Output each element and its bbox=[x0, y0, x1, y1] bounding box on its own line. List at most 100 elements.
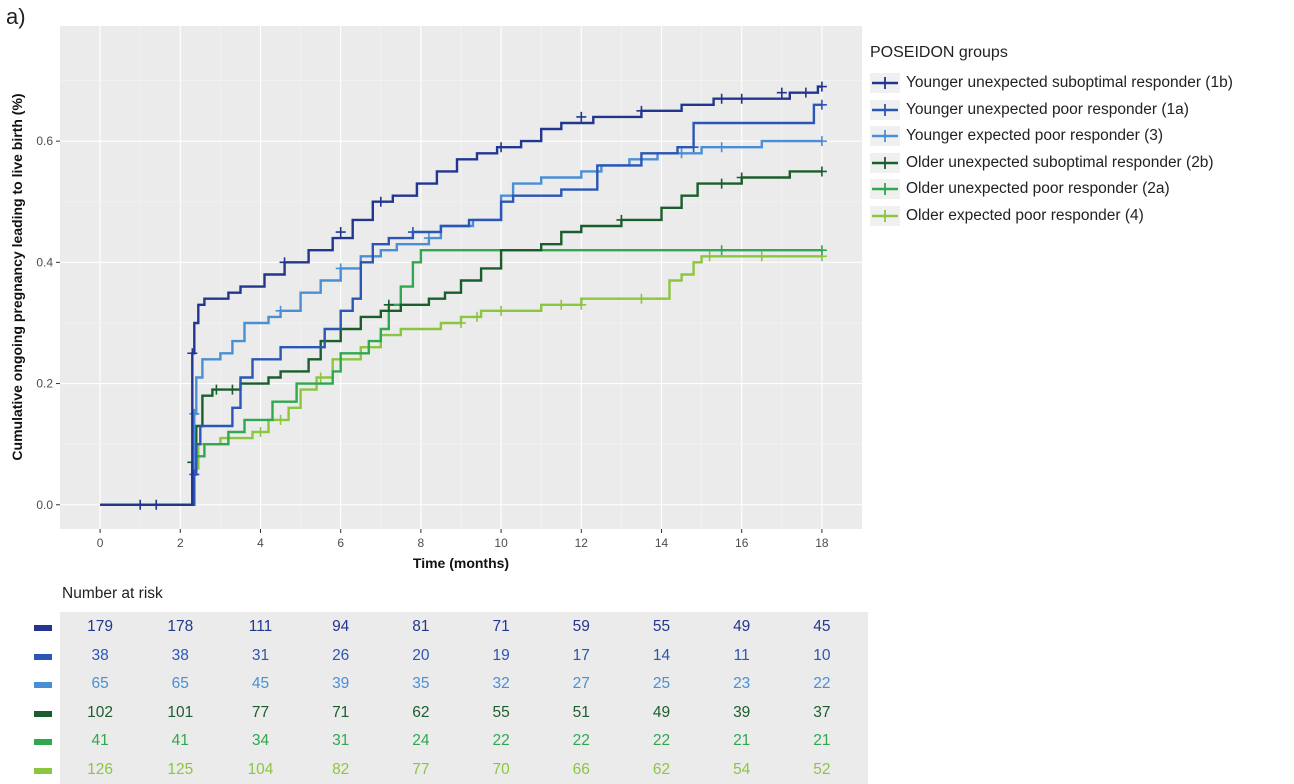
censor-mark bbox=[472, 311, 483, 322]
censor-mark bbox=[211, 384, 222, 395]
risk-row: 65 65 45 39 35 32 27 25 23 22 bbox=[34, 673, 868, 697]
x-tick-label: 14 bbox=[655, 536, 669, 550]
risk-cell: 35 bbox=[412, 675, 430, 692]
legend-key bbox=[870, 179, 900, 200]
censor-mark bbox=[275, 414, 286, 425]
censor-mark bbox=[496, 142, 507, 153]
y-axis-title: Cumulative ongoing pregnancy leading to … bbox=[9, 93, 25, 460]
x-tick-label: 0 bbox=[97, 536, 104, 550]
risk-cell: 32 bbox=[492, 675, 510, 692]
censor-mark bbox=[456, 317, 466, 328]
censor-mark bbox=[716, 178, 727, 189]
risk-cell: 62 bbox=[652, 760, 671, 778]
risk-cell: 125 bbox=[167, 760, 194, 778]
censor-mark bbox=[816, 245, 827, 256]
axes: 0 2 4 6 8 10 12 14 16 18 0.0 0.2 0.4 0.6 bbox=[36, 134, 829, 550]
censor-mark bbox=[636, 293, 647, 304]
x-tick-label: 12 bbox=[575, 536, 589, 550]
risk-table: 179 178 111 94 81 71 59 55 49 45 38 38 31 26 20 19 17 14 1… bbox=[34, 612, 868, 784]
risk-cell: 102 bbox=[87, 703, 114, 721]
risk-cell: 27 bbox=[572, 675, 590, 692]
x-tick-label: 16 bbox=[735, 536, 749, 550]
censor-mark bbox=[496, 305, 507, 316]
legend-item: Older unexpected suboptimal responder (2… bbox=[870, 150, 1233, 177]
risk-cell: 24 bbox=[412, 732, 430, 749]
risk-cell: 55 bbox=[492, 703, 510, 721]
panel-label: a) bbox=[6, 4, 26, 29]
legend-label: Younger expected poor responder (3) bbox=[906, 127, 1164, 145]
legend-item: Older expected poor responder (4) bbox=[870, 203, 1233, 230]
risk-cell: 94 bbox=[332, 618, 350, 635]
risk-cell: 179 bbox=[87, 618, 114, 635]
censor-mark bbox=[816, 166, 827, 177]
risk-cell: 22 bbox=[813, 675, 831, 692]
censor-mark bbox=[275, 305, 286, 316]
x-tick-label: 8 bbox=[418, 536, 425, 550]
risk-cell: 111 bbox=[248, 618, 273, 635]
legend-key bbox=[870, 205, 900, 226]
risk-cell: 41 bbox=[171, 732, 189, 749]
legend-label: Older expected poor responder (4) bbox=[906, 206, 1144, 224]
censor-mark bbox=[776, 87, 787, 98]
risk-row: 102 101 77 71 62 55 51 49 39 37 bbox=[34, 702, 868, 726]
censor-mark bbox=[189, 408, 200, 419]
legend-title: POSEIDON groups bbox=[870, 44, 1008, 61]
risk-cell: 45 bbox=[813, 618, 831, 635]
x-tick-label: 4 bbox=[257, 536, 264, 550]
risk-cell: 52 bbox=[813, 760, 831, 778]
legend: POSEIDON groups Younger unexpected subop… bbox=[870, 44, 1233, 229]
censor-mark bbox=[816, 136, 827, 147]
censor-mark bbox=[383, 299, 394, 310]
risk-cell: 23 bbox=[733, 675, 751, 692]
risk-cell: 37 bbox=[813, 703, 831, 721]
censor-mark bbox=[335, 263, 346, 274]
legend-key bbox=[870, 99, 900, 120]
x-axis-title: Time (months) bbox=[413, 555, 509, 571]
x-tick-label: 10 bbox=[494, 536, 508, 550]
risk-cell: 54 bbox=[733, 760, 751, 778]
series-line bbox=[100, 103, 822, 506]
censor-mark bbox=[616, 214, 627, 225]
risk-cell: 81 bbox=[412, 618, 430, 635]
censor-mark bbox=[279, 257, 290, 268]
risk-cell: 41 bbox=[91, 732, 109, 749]
censor-mark bbox=[151, 499, 162, 510]
risk-cell: 34 bbox=[251, 732, 270, 749]
legend-label: Younger unexpected poor responder (1a) bbox=[906, 100, 1189, 118]
risk-row-color-key bbox=[34, 682, 52, 688]
risk-cell: 62 bbox=[412, 703, 430, 721]
censor-mark bbox=[736, 172, 747, 183]
legend-key bbox=[870, 152, 900, 173]
risk-cell: 71 bbox=[332, 703, 350, 721]
x-tick-label: 18 bbox=[815, 536, 829, 550]
censor-mark bbox=[255, 427, 266, 438]
legend-items: Younger unexpected suboptimal responder … bbox=[870, 70, 1233, 229]
legend-label: Younger unexpected suboptimal responder … bbox=[906, 74, 1233, 92]
censor-mark bbox=[135, 499, 146, 510]
censor-mark bbox=[315, 372, 326, 383]
risk-cell: 65 bbox=[91, 675, 109, 692]
risk-cell: 14 bbox=[652, 646, 671, 664]
risk-row-color-key bbox=[34, 625, 52, 631]
risk-table-title: Number at risk bbox=[62, 585, 163, 602]
risk-cell: 101 bbox=[167, 703, 194, 721]
risk-row-color-key bbox=[34, 653, 52, 660]
legend-item: Younger expected poor responder (3) bbox=[870, 123, 1233, 150]
censor-mark bbox=[736, 93, 747, 104]
censor-mark bbox=[816, 81, 827, 92]
risk-cell: 77 bbox=[251, 703, 270, 721]
risk-cell: 11 bbox=[733, 646, 750, 664]
risk-cell: 21 bbox=[733, 732, 751, 749]
risk-cell: 39 bbox=[332, 675, 350, 692]
censor-mark bbox=[816, 99, 827, 110]
risk-cell: 65 bbox=[171, 675, 189, 692]
risk-row: 41 41 34 31 24 22 22 22 21 21 bbox=[34, 730, 868, 754]
risk-cell: 126 bbox=[87, 760, 114, 778]
risk-cell: 77 bbox=[412, 760, 430, 778]
risk-cell: 49 bbox=[733, 618, 751, 635]
risk-cell: 22 bbox=[572, 732, 590, 749]
risk-cell: 45 bbox=[251, 675, 270, 692]
censor-mark bbox=[576, 111, 587, 122]
risk-cell: 55 bbox=[652, 618, 671, 635]
censor-mark bbox=[756, 251, 767, 262]
